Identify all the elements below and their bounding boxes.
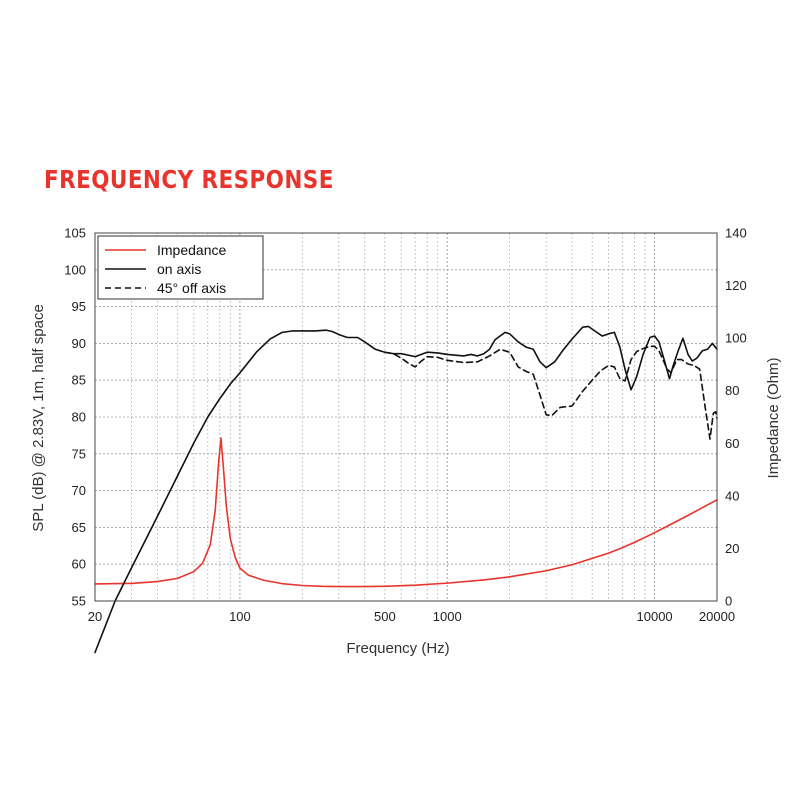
- y2-tick-label: 120: [725, 278, 747, 293]
- y2-tick-label: 100: [725, 331, 747, 346]
- legend-label-on-axis: on axis: [157, 261, 201, 277]
- y-tick-label: 80: [72, 410, 86, 425]
- series-line-impedance: [94, 437, 718, 588]
- y2-tick-label: 80: [725, 383, 739, 398]
- series-layer: [94, 325, 718, 654]
- x-axis-title: Frequency (Hz): [346, 640, 449, 657]
- y-tick-label: 75: [72, 446, 86, 461]
- y2-tick-label: 60: [725, 436, 739, 451]
- page-title: FREQUENCY RESPONSE: [44, 165, 334, 194]
- x-tick-label: 10000: [637, 609, 673, 624]
- x-tick-label: 20000: [699, 609, 735, 624]
- y2-axis-title: Impedance (Ohm): [765, 358, 782, 479]
- y-tick-label: 90: [72, 336, 86, 351]
- y2-tick-label: 40: [725, 488, 739, 503]
- plot-frame: [94, 232, 718, 602]
- y2-tick-label: 140: [725, 226, 747, 241]
- y-tick-label: 85: [72, 373, 86, 388]
- y-axis-title: SPL (dB) @ 2.83V, 1m, half space: [30, 304, 47, 532]
- y2-tick-label: 0: [725, 594, 732, 609]
- y-tick-label: 65: [72, 520, 86, 535]
- ticks-layer: 55 60 65 70 75 80 85 90 95 100 105 0 20 40 60 80 100 120 1…: [64, 226, 746, 625]
- legend-label-impedance: Impedance: [157, 242, 226, 258]
- y-tick-label: 55: [72, 594, 86, 609]
- y2-tick-label: 20: [725, 541, 739, 556]
- legend: Impedance on axis 45° off axis: [97, 235, 264, 300]
- x-tick-label: 100: [229, 609, 251, 624]
- legend-label-off-axis: 45° off axis: [157, 280, 226, 296]
- x-tick-label: 20: [88, 609, 102, 624]
- y-tick-label: 60: [72, 557, 86, 572]
- x-tick-label: 1000: [433, 609, 462, 624]
- y-tick-label: 70: [72, 483, 86, 498]
- x-tick-label: 500: [374, 609, 396, 624]
- y-tick-label: 95: [72, 299, 86, 314]
- series-line-on-axis: [94, 325, 718, 654]
- series-line-45-off-axis: [384, 345, 718, 440]
- y-tick-label: 100: [64, 262, 86, 277]
- y-tick-label: 105: [64, 226, 86, 241]
